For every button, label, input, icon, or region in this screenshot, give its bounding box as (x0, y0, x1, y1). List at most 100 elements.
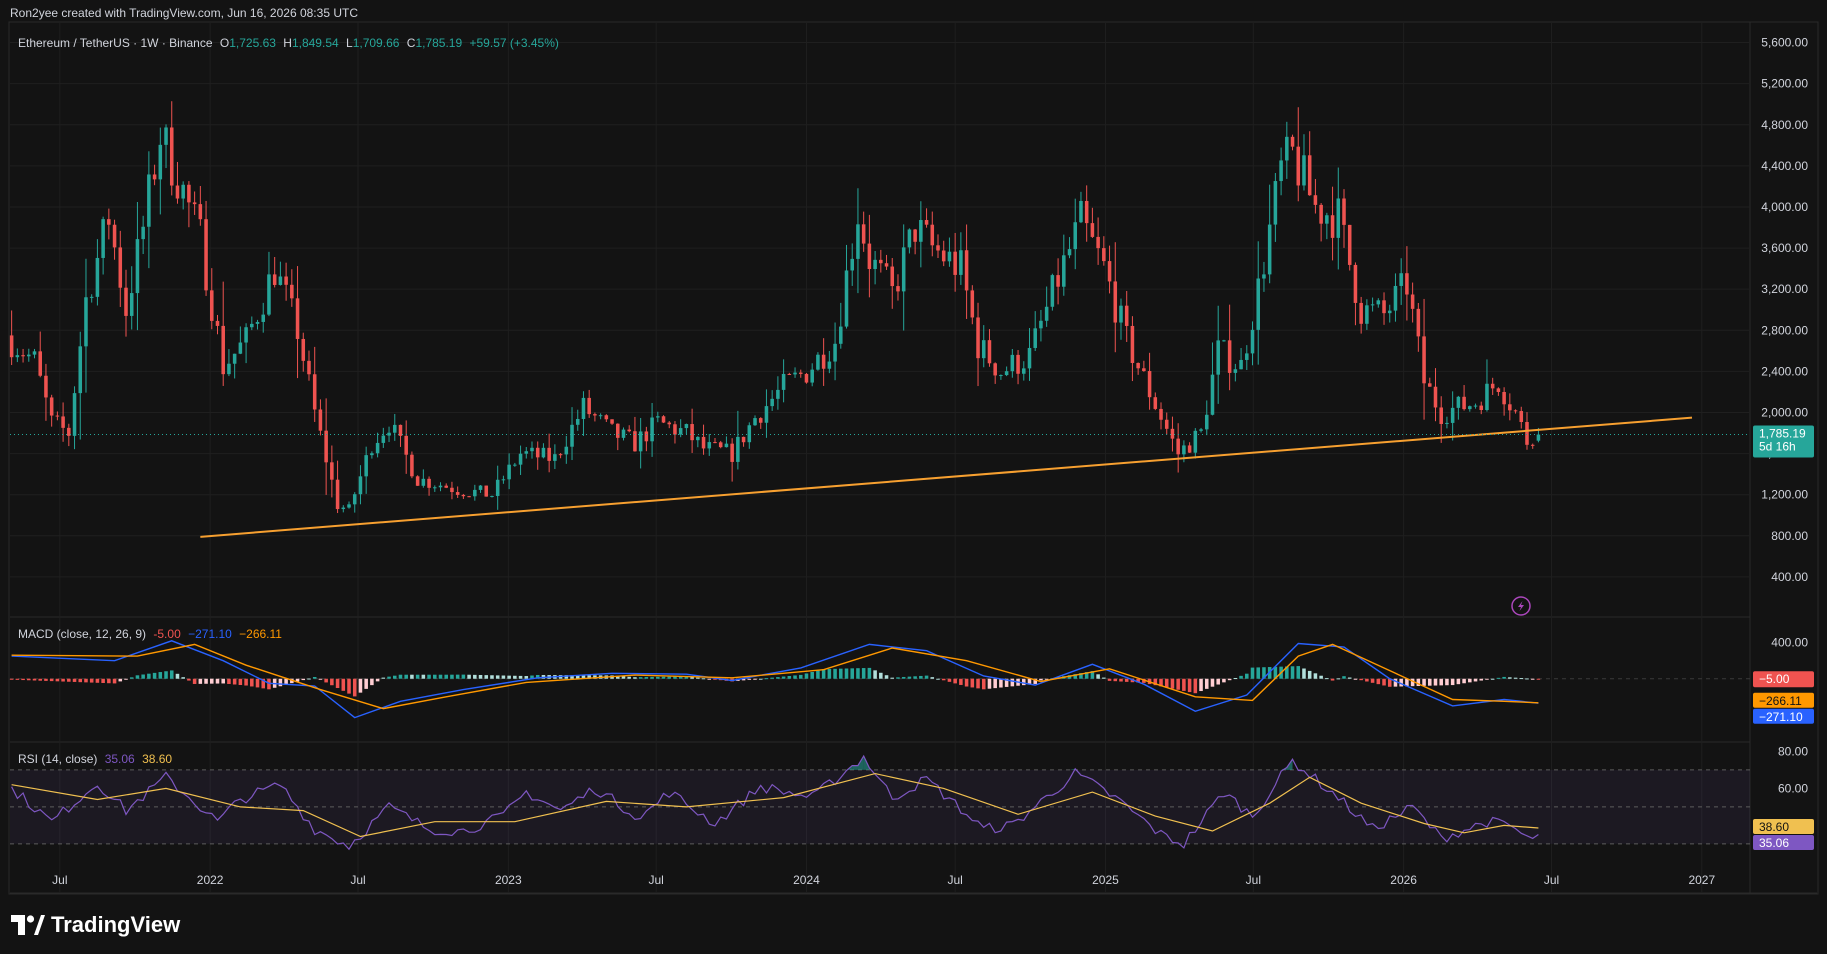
candle[interactable] (1347, 224, 1352, 271)
candle[interactable] (330, 445, 334, 498)
candle[interactable] (701, 424, 706, 455)
candle[interactable] (1256, 241, 1260, 365)
macd-signal-line[interactable] (11, 643, 1539, 710)
candle[interactable] (175, 161, 180, 204)
candle[interactable] (793, 367, 797, 378)
candle[interactable] (9, 310, 14, 366)
candle[interactable] (1044, 286, 1049, 327)
candle[interactable] (21, 348, 25, 363)
candle[interactable] (1399, 258, 1403, 305)
candle[interactable] (318, 399, 323, 436)
candle[interactable] (210, 268, 214, 330)
candle[interactable] (192, 191, 197, 215)
candle[interactable] (1227, 304, 1232, 391)
candle[interactable] (1050, 273, 1055, 311)
candle[interactable] (135, 202, 140, 331)
candle[interactable] (1062, 234, 1066, 296)
candle[interactable] (1279, 147, 1283, 196)
candle[interactable] (284, 262, 288, 301)
candle[interactable] (107, 208, 111, 240)
candle[interactable] (907, 228, 912, 254)
macd-line[interactable] (11, 640, 1539, 719)
candle[interactable] (49, 394, 54, 427)
candle[interactable] (776, 376, 780, 410)
candle[interactable] (1496, 387, 1501, 396)
candle[interactable] (112, 219, 117, 260)
candle[interactable] (1153, 392, 1158, 411)
candle[interactable] (1107, 245, 1112, 294)
candle[interactable] (358, 465, 363, 505)
candle[interactable] (1119, 298, 1123, 340)
candle[interactable] (204, 200, 208, 296)
candle[interactable] (781, 359, 786, 403)
rsi-ma-line[interactable] (11, 772, 1539, 838)
candle[interactable] (650, 402, 654, 457)
candle[interactable] (656, 411, 660, 423)
candle[interactable] (301, 332, 306, 372)
candle[interactable] (627, 425, 631, 433)
candle[interactable] (129, 266, 134, 330)
candle[interactable] (1027, 328, 1032, 381)
candle[interactable] (553, 444, 557, 470)
candle[interactable] (1239, 347, 1243, 370)
candle[interactable] (1250, 321, 1255, 366)
candle[interactable] (661, 415, 666, 424)
candle[interactable] (713, 438, 717, 444)
candle[interactable] (15, 348, 20, 363)
macd-legend[interactable]: MACD (close, 12, 26, 9) -5.00 −271.10 −2… (18, 627, 286, 641)
candle[interactable] (1530, 443, 1535, 449)
candle[interactable] (879, 249, 883, 273)
candle[interactable] (490, 495, 494, 498)
candle[interactable] (392, 413, 397, 441)
candle[interactable] (1508, 393, 1512, 421)
candle[interactable] (1416, 303, 1421, 352)
candle[interactable] (999, 374, 1003, 380)
candle[interactable] (507, 453, 511, 490)
candle[interactable] (61, 402, 65, 442)
candle[interactable] (450, 481, 454, 500)
candle[interactable] (1159, 402, 1163, 430)
candle[interactable] (953, 232, 957, 292)
candle[interactable] (547, 433, 551, 473)
candle[interactable] (730, 438, 734, 482)
candle[interactable] (667, 421, 672, 429)
candle[interactable] (867, 214, 872, 298)
candle[interactable] (1473, 403, 1478, 409)
candle[interactable] (1022, 361, 1026, 381)
candle[interactable] (1405, 246, 1409, 321)
candle[interactable] (461, 493, 466, 499)
candle[interactable] (558, 453, 563, 459)
candle[interactable] (593, 412, 597, 422)
candle[interactable] (564, 435, 569, 464)
candle[interactable] (827, 350, 832, 374)
candle[interactable] (438, 482, 443, 492)
candle[interactable] (272, 256, 277, 288)
candle[interactable] (415, 475, 420, 486)
candle[interactable] (1267, 184, 1272, 284)
candle[interactable] (930, 211, 935, 257)
candle[interactable] (124, 269, 128, 337)
candle[interactable] (770, 390, 774, 411)
rsi-line[interactable] (11, 754, 1539, 851)
candle[interactable] (118, 230, 123, 307)
candle[interactable] (1010, 349, 1015, 378)
candle[interactable] (38, 331, 42, 378)
candle[interactable] (147, 151, 151, 269)
candle[interactable] (839, 302, 843, 349)
candle[interactable] (1216, 305, 1220, 404)
candle[interactable] (278, 261, 283, 286)
candle[interactable] (1204, 400, 1209, 436)
candle[interactable] (495, 465, 500, 510)
symbol-title[interactable]: Ethereum / TetherUS · 1W · Binance (18, 36, 213, 50)
candle[interactable] (1433, 368, 1438, 422)
candle[interactable] (1199, 427, 1203, 433)
candle[interactable] (1296, 107, 1301, 202)
candle[interactable] (1033, 311, 1037, 352)
candle[interactable] (1187, 442, 1192, 454)
candle[interactable] (1485, 359, 1489, 412)
candle[interactable] (678, 419, 683, 438)
candle[interactable] (1319, 203, 1323, 242)
candle[interactable] (158, 127, 163, 215)
candle[interactable] (1016, 350, 1020, 385)
